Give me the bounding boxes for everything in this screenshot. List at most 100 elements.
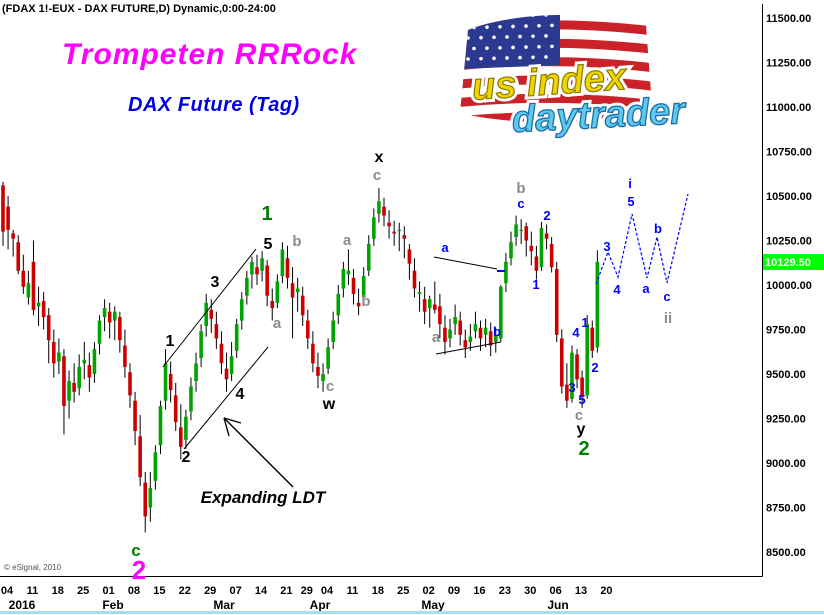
us-flag-icon — [456, 11, 656, 126]
wave-label-c: c — [517, 196, 524, 211]
date-tick-label: 23 — [499, 585, 511, 597]
candle-body — [31, 261, 36, 310]
candle-body — [173, 395, 178, 423]
date-tick-label: 06 — [550, 585, 562, 597]
date-tick-label: 14 — [255, 585, 268, 597]
current-price-badge: 10129.50 — [763, 253, 824, 270]
candle-body — [184, 416, 188, 440]
wave-label-2: 2 — [543, 208, 550, 223]
candle-body — [554, 268, 559, 335]
month-label: Feb — [102, 598, 123, 612]
candle-body — [270, 301, 275, 309]
wave-label-c: c — [373, 167, 381, 184]
candle-body — [82, 359, 87, 364]
wave-label-x: x — [375, 149, 384, 166]
candle-body — [118, 317, 122, 341]
candle-body — [463, 340, 468, 348]
candle-body — [306, 320, 310, 339]
candle-body — [316, 366, 320, 376]
candle-body — [234, 324, 239, 351]
wave-label-a: a — [642, 281, 650, 296]
wave-label-c: c — [575, 407, 583, 424]
candle-body — [199, 331, 203, 358]
candle-body — [377, 201, 381, 214]
date-tick-label: 25 — [397, 585, 409, 597]
month-label: May — [421, 598, 445, 612]
trendline — [162, 248, 257, 368]
candle-body — [209, 309, 214, 319]
wave-label-w: w — [322, 396, 336, 413]
candle-body — [255, 267, 259, 275]
candle-body — [219, 343, 224, 364]
wave-label-b: b — [292, 233, 301, 250]
date-tick-label: 04 — [321, 585, 334, 597]
price-axis-label: 11000.00 — [766, 102, 811, 114]
us-index-daytrader-logo: us index us index daytrader daytrader — [456, 11, 692, 143]
candle-body — [529, 245, 534, 252]
date-tick-label: 11 — [347, 585, 359, 597]
candle-body — [123, 345, 127, 367]
candle-body — [158, 406, 163, 446]
date-tick-label: 13 — [575, 585, 587, 597]
date-tick-label: 18 — [372, 585, 384, 597]
wave-label-5: 5 — [578, 392, 585, 407]
candle-body — [478, 327, 483, 339]
price-axis-label: 11250.00 — [766, 58, 811, 70]
candle-body — [163, 363, 168, 401]
price-axis-label: 10000.00 — [766, 280, 812, 292]
wave-label-2: 2 — [132, 555, 146, 585]
candle-body — [189, 386, 193, 412]
wave-label-c: c — [326, 378, 334, 395]
candle-body — [6, 206, 10, 230]
wave-label-3: 3 — [603, 239, 610, 254]
date-tick-label: 16 — [473, 585, 485, 597]
candle-body — [168, 374, 173, 391]
price-axis-label: 9000.00 — [766, 458, 806, 470]
date-tick-label: 04 — [1, 585, 14, 597]
candle-body — [433, 304, 437, 310]
page-subtitle: DAX Future (Tag) — [128, 94, 300, 116]
projection-zigzag — [595, 193, 689, 285]
candle-body — [112, 311, 117, 321]
candle-body — [361, 276, 366, 298]
arrow-head — [223, 417, 242, 424]
candle-body — [595, 261, 600, 348]
candle-body — [311, 343, 315, 364]
chart-symbol-title: (FDAX 1!-EUX - DAX FUTURE,D) Dynamic,0:0… — [2, 3, 276, 15]
candle-body — [229, 356, 234, 374]
candle-body — [366, 244, 371, 271]
candle-body — [179, 427, 183, 447]
candle-body — [417, 292, 422, 294]
candle-body — [295, 288, 300, 293]
wave-label-1: 1 — [261, 203, 272, 225]
candle-body — [260, 258, 264, 271]
candle-body — [382, 206, 386, 216]
date-tick-label: 15 — [153, 585, 165, 597]
wave-label-a: a — [432, 329, 441, 346]
candles-group — [1, 181, 600, 533]
wave-label-c: c — [663, 289, 670, 304]
date-tick-label: 09 — [448, 585, 460, 597]
date-tick-label: 22 — [179, 585, 191, 597]
wave-label-a: a — [441, 240, 449, 255]
wave-label-1: 1 — [166, 333, 175, 350]
candle-body — [153, 452, 158, 481]
candle-body — [331, 320, 335, 342]
candle-body — [493, 334, 498, 342]
candle-body — [285, 258, 290, 278]
wave-label-4: 4 — [613, 282, 621, 297]
candle-body — [539, 228, 544, 268]
date-tick-label: 20 — [600, 585, 612, 597]
wave-label-i: i — [628, 176, 632, 191]
candle-body — [372, 217, 376, 239]
window-bottom-edge — [0, 611, 824, 614]
price-axis-label: 10500.00 — [766, 191, 812, 203]
candle-body — [346, 270, 351, 275]
candle-body — [265, 265, 269, 296]
candle-body — [97, 320, 102, 344]
candle-body — [326, 347, 330, 369]
candle-body — [26, 283, 31, 298]
candle-body — [148, 487, 153, 508]
candle-body — [336, 293, 341, 316]
